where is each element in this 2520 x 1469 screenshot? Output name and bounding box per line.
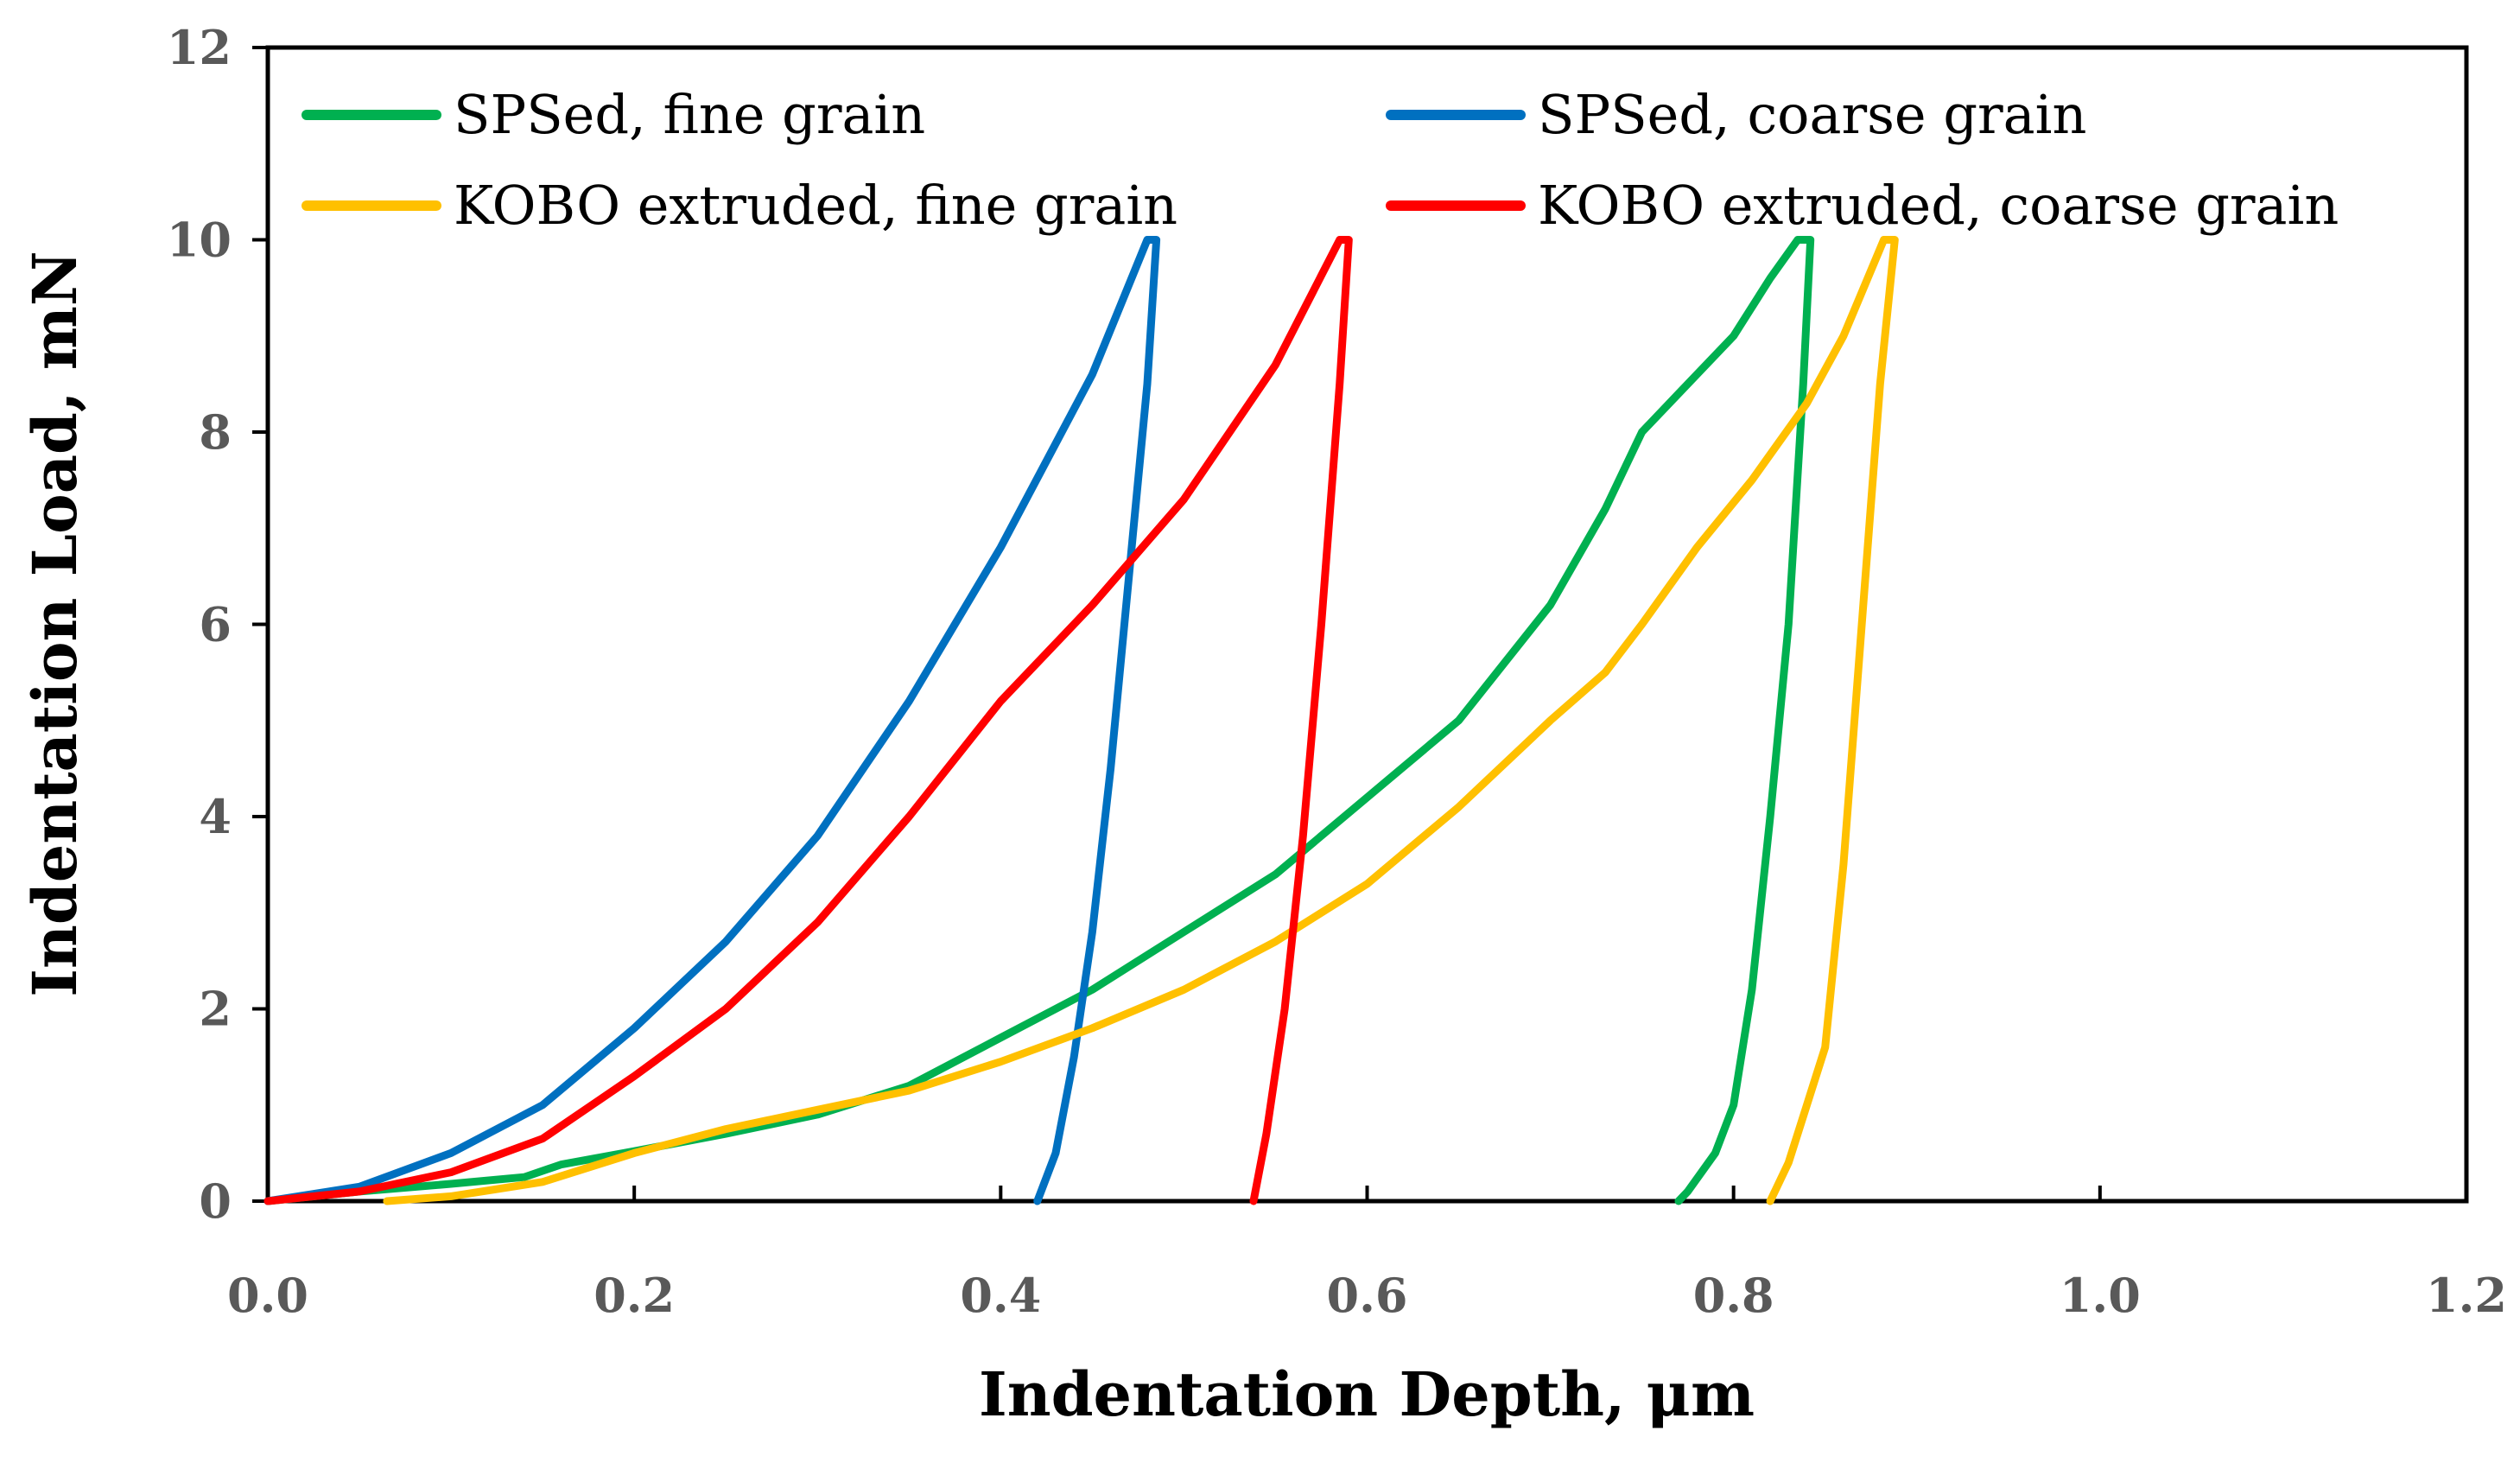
legend: SPSed, fine grain SPSed, coarse grain KOBO…	[302, 83, 2339, 237]
legend-label-4: KOBO extruded, coarse grain	[1538, 174, 2339, 237]
x-axis: 0.0 0.2 0.4 0.6 0.8 1.0 1.2	[227, 1186, 2507, 1323]
y-tick-label: 0	[199, 1173, 232, 1229]
y-tick-label: 12	[167, 20, 232, 75]
series-line-4	[263, 236, 1353, 1205]
legend-label-3: KOBO extruded, fine grain	[454, 174, 1177, 237]
y-axis-title: Indentation Load, mN	[19, 251, 91, 997]
y-tick-label: 2	[199, 982, 232, 1037]
y-tick-label: 8	[199, 404, 232, 460]
y-tick-label: 4	[199, 789, 232, 844]
x-tick-label: 0.2	[594, 1268, 675, 1323]
x-tick-label: 1.0	[2060, 1268, 2141, 1323]
plot-area	[265, 45, 2469, 1204]
series-line-3	[383, 236, 1899, 1205]
x-tick-label: 0.4	[960, 1268, 1041, 1323]
x-tick-label: 1.2	[2426, 1268, 2507, 1323]
legend-label-2: SPSed, coarse grain	[1538, 83, 2086, 146]
x-tick-label: 0.0	[227, 1268, 308, 1323]
x-axis-title: Indentation Depth, μm	[979, 1358, 1755, 1430]
series-line-2	[263, 236, 1161, 1205]
x-tick-label: 0.8	[1693, 1268, 1774, 1323]
x-tick-label: 0.6	[1327, 1268, 1408, 1323]
y-tick-label: 10	[167, 213, 232, 268]
series-layer	[263, 236, 1899, 1205]
y-tick-label: 6	[199, 597, 232, 652]
y-axis: 0 2 4 6 8 10 12	[167, 20, 268, 1229]
legend-label-1: SPSed, fine grain	[454, 83, 925, 146]
